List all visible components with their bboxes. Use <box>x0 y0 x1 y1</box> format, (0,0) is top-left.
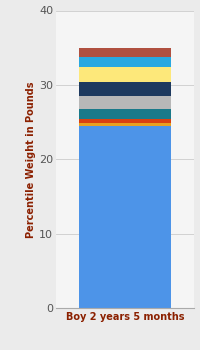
Bar <box>79 68 171 82</box>
Bar <box>79 123 171 126</box>
Bar <box>79 82 171 96</box>
Bar <box>79 57 171 68</box>
Bar <box>79 119 171 123</box>
Bar <box>79 96 171 109</box>
Bar <box>79 109 171 119</box>
Y-axis label: Percentile Weight in Pounds: Percentile Weight in Pounds <box>26 81 36 238</box>
Bar <box>79 48 171 57</box>
Bar <box>79 126 171 308</box>
